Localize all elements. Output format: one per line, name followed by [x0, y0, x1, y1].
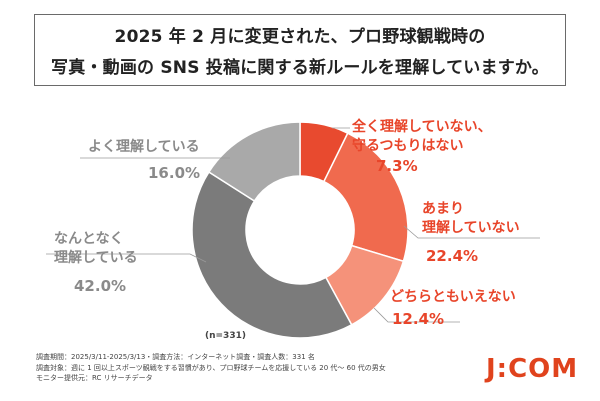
label-not-understand-at-all: 全く理解していない、 守るつもりはない 7.3%: [352, 118, 492, 176]
pct-neither: 12.4%: [392, 310, 445, 328]
leader-line-not-really-understand: [403, 225, 540, 239]
leader-line-somewhat-understand: [46, 253, 207, 263]
slice-not-really-understand: [322, 132, 409, 263]
label-somewhat-understand-line2: 理解している: [54, 250, 138, 266]
slice-somewhat-understand: [191, 171, 353, 339]
pct-somewhat-understand: 42.0%: [74, 277, 127, 295]
label-not-understand-at-all-line1: 全く理解していない、: [352, 119, 492, 135]
pct-well-understand: 16.0%: [148, 164, 201, 182]
label-somewhat-understand-line1: なんとなく: [54, 231, 124, 247]
label-not-really-understand: あまり 理解していない 22.4%: [422, 200, 520, 266]
jcom-logo: J:COM: [486, 354, 579, 384]
label-not-really-understand-line2: 理解していない: [422, 220, 520, 236]
title-box: 2025 年 2 月に変更された、プロ野球観戦時の 写真・動画の SNS 投稿に…: [34, 14, 566, 86]
label-not-really-understand-line1: あまり: [422, 201, 464, 217]
footnote: 調査期間：2025/3/11-2025/3/13・調査方法：インターネット調査・…: [36, 352, 386, 384]
slice-well-understand: [207, 121, 301, 203]
title-line-2: 写真・動画の SNS 投稿に関する新ルールを理解していますか。: [51, 58, 549, 78]
label-neither-line1: どちらともいえない: [390, 289, 516, 305]
footnote-target: 調査対象：週に 1 回以上スポーツ観戦をする習慣があり、プロ野球チームを応援して…: [36, 363, 386, 372]
label-neither: どちらともいえない 12.4%: [390, 288, 516, 329]
sample-size: (n=331): [205, 331, 246, 341]
label-well-understand: よく理解している 16.0%: [88, 138, 200, 183]
leader-line-neither: [373, 307, 460, 323]
footnote-provider: モニター提供元：RC リサーチデータ: [36, 374, 153, 382]
label-not-understand-at-all-line2: 守るつもりはない: [352, 138, 464, 154]
title-line-1: 2025 年 2 月に変更された、プロ野球観戦時の: [114, 27, 486, 47]
footnote-period: 調査期間：2025/3/11-2025/3/13・調査方法：インターネット調査・…: [36, 353, 315, 361]
pct-not-really-understand: 22.4%: [426, 247, 479, 265]
pct-not-understand-at-all: 7.3%: [376, 157, 418, 175]
label-somewhat-understand: なんとなく 理解している 42.0%: [54, 230, 138, 296]
label-well-understand-line1: よく理解している: [88, 139, 200, 155]
